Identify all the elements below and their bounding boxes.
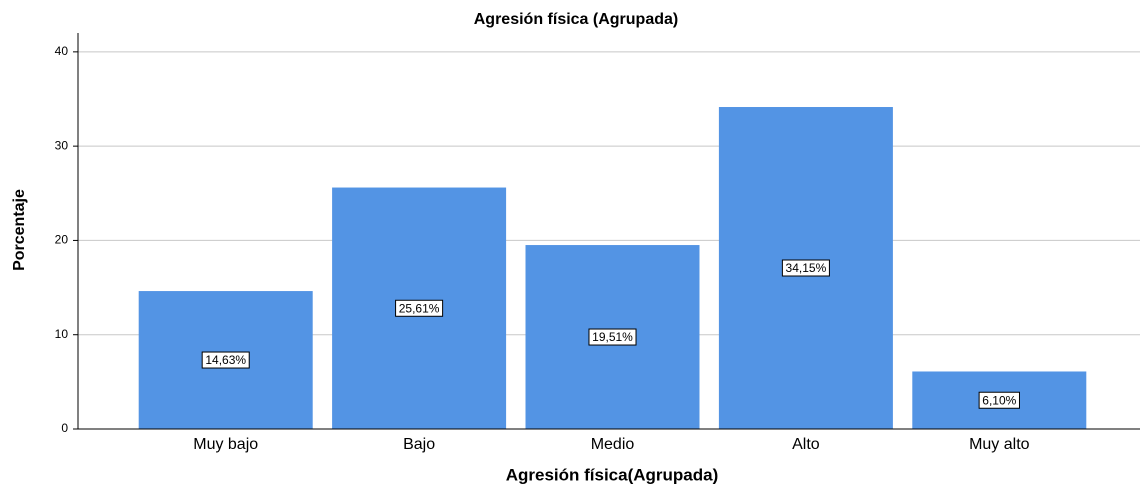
value-label: 34,15%	[786, 261, 827, 275]
x-tick-label: Muy bajo	[193, 436, 258, 453]
y-tick-label: 10	[55, 327, 69, 341]
value-label-box	[395, 299, 444, 317]
y-tick-label: 0	[61, 421, 68, 435]
value-label-box	[201, 351, 250, 369]
chart-title: Agresión física (Agrupada)	[474, 11, 678, 28]
y-tick-label: 40	[55, 44, 69, 58]
x-tick-label: Medio	[591, 436, 635, 453]
y-axis-title: Porcentaje	[11, 189, 28, 271]
value-label-box	[588, 328, 637, 346]
value-label: 25,61%	[399, 301, 440, 315]
x-tick-label: Bajo	[403, 436, 435, 453]
x-axis-title: Agresión física(Agrupada)	[506, 465, 719, 484]
x-tick-label: Alto	[792, 436, 820, 453]
value-label: 19,51%	[592, 330, 633, 344]
value-label-box	[781, 259, 830, 277]
y-tick-label: 20	[55, 233, 69, 247]
x-tick-label: Muy alto	[969, 436, 1030, 453]
value-label-box	[978, 391, 1020, 409]
value-label: 6,10%	[982, 393, 1016, 407]
y-tick-label: 30	[55, 138, 69, 152]
value-label: 14,63%	[205, 353, 246, 367]
